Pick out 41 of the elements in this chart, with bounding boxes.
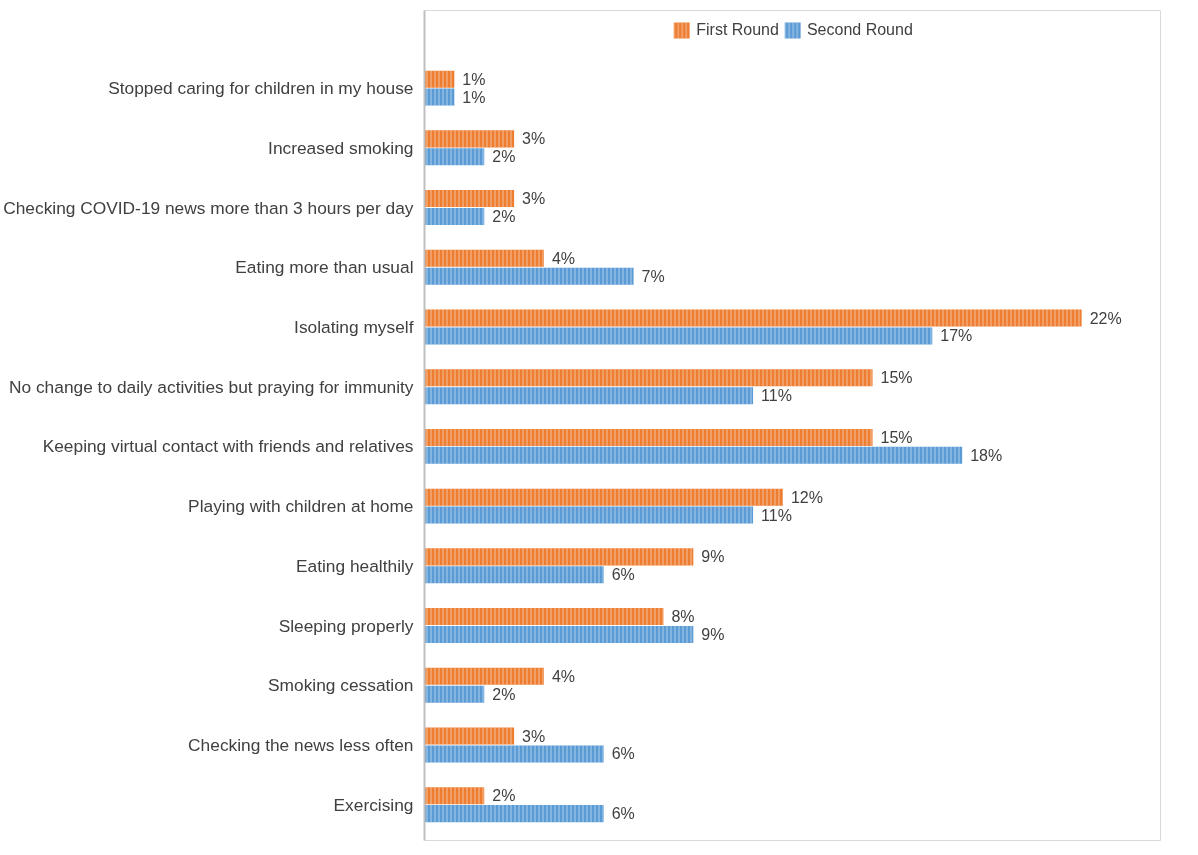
data-label: 6% xyxy=(611,566,635,584)
data-label: 11% xyxy=(761,506,792,524)
data-label: 1% xyxy=(462,70,486,88)
y-tick-label: Smoking cessation xyxy=(268,675,414,696)
data-label: 3% xyxy=(522,130,546,148)
data-label: 9% xyxy=(701,625,725,643)
data-label: 18% xyxy=(970,446,1003,464)
data-label: 6% xyxy=(611,805,635,823)
data-label: 7% xyxy=(641,267,665,285)
y-tick-label: Checking the news less often xyxy=(188,734,414,755)
data-label: 11% xyxy=(761,387,792,405)
data-label: 2% xyxy=(492,208,516,226)
data-label: 12% xyxy=(790,488,823,506)
y-tick-label: Exercising xyxy=(333,794,414,815)
data-label: 1% xyxy=(462,88,486,106)
y-tick-label: Keeping virtual contact with friends and relatives xyxy=(42,436,414,457)
data-label: 4% xyxy=(551,249,576,267)
y-tick-label: No change to daily activities but praying for immunity xyxy=(8,376,414,397)
data-label: 8% xyxy=(671,608,695,626)
legend-label: Second Round xyxy=(806,21,913,39)
data-label: 15% xyxy=(880,428,913,446)
data-label: 3% xyxy=(522,190,546,208)
data-label: 2% xyxy=(492,148,516,166)
data-label: 15% xyxy=(880,369,913,387)
data-label: 17% xyxy=(940,327,973,345)
data-label: 2% xyxy=(492,787,516,805)
y-tick-label: Eating more than usual xyxy=(235,257,414,278)
y-tick-label: Eating healthily xyxy=(295,555,414,576)
y-tick-label: Playing with children at home xyxy=(188,496,414,517)
y-tick-label: Isolating myself xyxy=(294,316,414,337)
data-label: 3% xyxy=(522,727,546,745)
legend-label: First Round xyxy=(696,21,779,39)
y-tick-label: Stopped caring for children in my house xyxy=(108,78,414,99)
data-label: 4% xyxy=(551,667,576,685)
data-label: 2% xyxy=(492,685,516,703)
data-label: 22% xyxy=(1089,309,1122,327)
data-label: 6% xyxy=(611,745,635,763)
y-tick-label: Increased smoking xyxy=(268,137,414,158)
data-label: 9% xyxy=(701,548,725,566)
y-tick-label: Sleeping properly xyxy=(278,615,414,636)
y-tick-label: Checking COVID-19 news more than 3 hours per day xyxy=(3,197,414,218)
